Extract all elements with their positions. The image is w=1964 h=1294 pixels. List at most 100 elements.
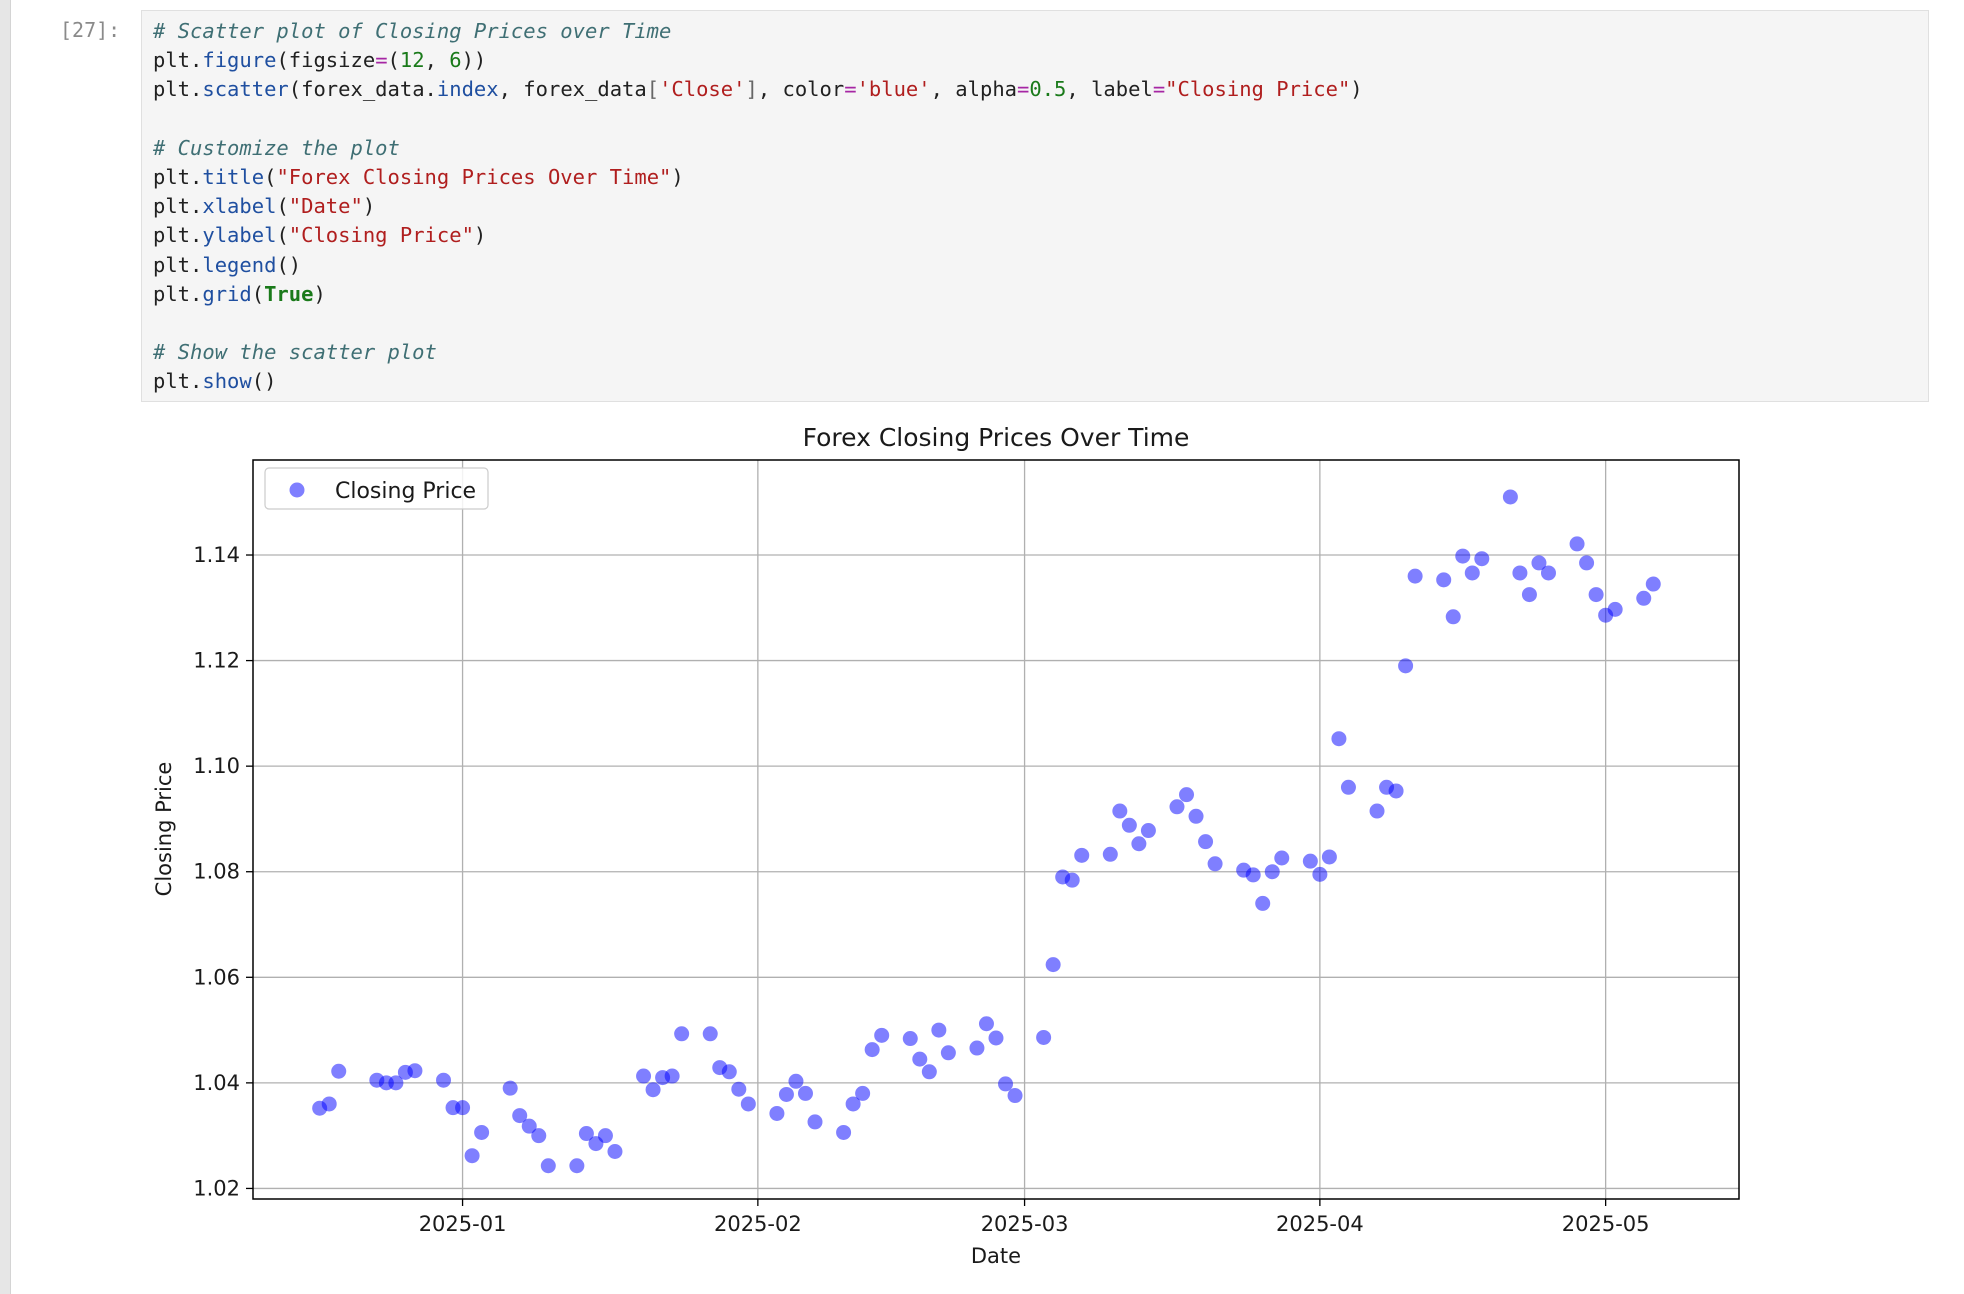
code-token: = — [375, 48, 388, 73]
code-token: "Forex Closing Prices Over Time" — [276, 164, 672, 189]
data-point — [1074, 847, 1090, 863]
code-token: ( — [276, 194, 289, 219]
code-token: figure — [202, 48, 277, 73]
code-token: "Date" — [288, 194, 363, 219]
code-token: 6 — [449, 48, 462, 73]
code-token: plt. — [153, 48, 203, 73]
data-point — [607, 1143, 623, 1159]
data-point — [1169, 799, 1185, 815]
code-token: # Scatter plot of Closing Prices over Ti… — [153, 19, 672, 43]
data-point — [1579, 555, 1595, 571]
code-line — [153, 309, 1363, 338]
data-point — [1198, 834, 1214, 850]
data-point — [1312, 866, 1328, 882]
data-point — [1636, 590, 1652, 606]
y-tick-label: 1.12 — [193, 649, 240, 673]
code-token: () — [251, 369, 277, 394]
cell-prompt: [27]: — [60, 18, 121, 42]
data-point — [407, 1063, 423, 1079]
code-token: 'blue' — [856, 77, 931, 102]
x-axis-label: Date — [971, 1244, 1021, 1268]
data-point — [1140, 823, 1156, 839]
data-point — [1436, 572, 1452, 588]
code-token: plt. — [153, 369, 203, 394]
data-point — [988, 1030, 1004, 1046]
code-token: # Show the scatter plot — [153, 340, 437, 365]
code-token: = — [844, 77, 857, 102]
data-point — [1036, 1029, 1052, 1045]
x-tick-label: 2025-02 — [714, 1212, 802, 1236]
data-point — [1121, 817, 1137, 833]
data-point — [1407, 568, 1423, 584]
data-point — [778, 1086, 794, 1102]
code-token: # Customize the plot — [153, 135, 400, 160]
data-point — [1340, 779, 1356, 795]
code-line: plt.ylabel("Closing Price") — [153, 221, 1363, 250]
code-token: , forex_data — [498, 77, 647, 102]
code-token: plt. — [153, 77, 203, 102]
data-point — [664, 1068, 680, 1084]
chart-background — [141, 410, 1741, 1294]
code-token: ] — [745, 77, 758, 102]
code-token: ( — [264, 164, 277, 189]
plot-frame — [252, 459, 1740, 1200]
y-tick-label: 1.08 — [193, 860, 240, 884]
data-point — [331, 1063, 347, 1079]
data-point — [807, 1114, 823, 1130]
code-cell[interactable]: # Scatter plot of Closing Prices over Ti… — [141, 10, 1929, 402]
scatter-chart: Forex Closing Prices Over Time 2025-01 20… — [141, 410, 1741, 1294]
data-point — [578, 1126, 594, 1142]
code-token: index — [436, 77, 499, 102]
data-point — [1502, 489, 1518, 505]
data-point — [702, 1026, 718, 1042]
data-point — [455, 1100, 471, 1116]
data-point — [931, 1022, 947, 1038]
code-token: True — [264, 281, 314, 306]
data-point — [321, 1096, 337, 1112]
data-point — [1264, 864, 1280, 880]
data-point — [1464, 565, 1480, 581]
data-point — [1398, 658, 1414, 674]
data-point — [1369, 803, 1385, 819]
data-point — [721, 1064, 737, 1080]
y-axis-label: Closing Price — [152, 762, 176, 897]
notebook-left-edge — [0, 0, 11, 1294]
code-token: () — [276, 252, 302, 277]
code-editor[interactable]: # Scatter plot of Closing Prices over Ti… — [153, 17, 1363, 396]
code-line: plt.show() — [153, 367, 1363, 396]
data-point — [1007, 1088, 1023, 1104]
code-line: # Show the scatter plot — [153, 338, 1363, 367]
data-point — [1445, 609, 1461, 625]
code-token: xlabel — [202, 194, 277, 219]
code-token: 12 — [399, 48, 425, 73]
code-token: legend — [202, 252, 277, 277]
data-point — [1302, 853, 1318, 869]
data-point — [1064, 872, 1080, 888]
code-token: 0.5 — [1029, 77, 1067, 102]
data-point — [1179, 787, 1195, 803]
code-token: (forex_data. — [288, 77, 437, 102]
data-point — [521, 1118, 537, 1134]
data-point — [836, 1124, 852, 1140]
data-point — [731, 1081, 747, 1097]
data-point — [912, 1051, 928, 1067]
data-point — [436, 1072, 452, 1088]
code-token: ( — [251, 281, 265, 306]
data-point — [1131, 836, 1147, 852]
legend-label: Closing Price — [335, 479, 476, 504]
data-point — [855, 1085, 871, 1101]
chart-title: Forex Closing Prices Over Time — [803, 423, 1190, 452]
code-token: scatter — [202, 77, 289, 102]
data-point — [502, 1080, 518, 1096]
code-line: plt.xlabel("Date") — [153, 192, 1363, 221]
code-line: plt.grid(True) — [153, 280, 1363, 309]
data-point — [464, 1148, 480, 1164]
code-token: ) — [473, 223, 487, 248]
data-point — [978, 1016, 994, 1032]
code-token: 'Close' — [659, 77, 746, 102]
data-point — [788, 1073, 804, 1089]
data-point — [474, 1124, 490, 1140]
data-point — [636, 1068, 652, 1084]
data-point — [1245, 867, 1261, 883]
data-point — [797, 1085, 813, 1101]
